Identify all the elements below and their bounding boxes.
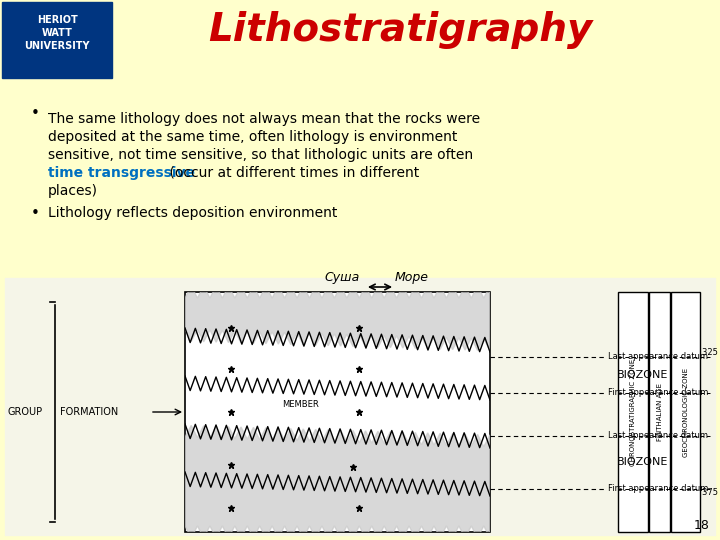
Text: GEOCHRONOLOGIC ZONE: GEOCHRONOLOGIC ZONE [683,367,688,456]
Text: Last appearance datum: Last appearance datum [608,352,708,361]
Text: CHRONOSTRATIGRAPHIC ZONE: CHRONOSTRATIGRAPHIC ZONE [630,359,636,465]
Bar [5,278,715,535]
Text: •: • [30,206,40,221]
Text: Lithostratigraphy: Lithostratigraphy [208,11,592,49]
Text: BIOZONE: BIOZONE [617,370,669,380]
Text: FORMATION: FORMATION [60,407,118,417]
Text: Море: Море [395,271,429,284]
Bar [2,2,112,78]
Text: Суша: Суша [325,271,360,284]
Polygon shape [185,286,490,351]
Bar [185,292,490,532]
Bar [671,292,700,532]
Text: Last appearance datum: Last appearance datum [608,431,708,441]
Text: GROUP: GROUP [8,407,43,417]
Text: sensitive, not time sensitive, so that lithologic units are often: sensitive, not time sensitive, so that l… [48,148,473,162]
Text: MEMBER: MEMBER [282,400,320,409]
Text: BIOZONE: BIOZONE [617,457,669,468]
Bar [649,292,670,532]
Text: •: • [30,106,40,121]
Text: 325 Ma: 325 Ma [702,348,720,357]
Text: First appearance datum: First appearance datum [608,484,708,494]
Text: First appearance datum: First appearance datum [608,388,708,397]
Text: time transgressive: time transgressive [48,166,195,180]
Text: HERIOT
WATT
UNIVERSITY: HERIOT WATT UNIVERSITY [24,15,90,51]
Text: deposited at the same time, often lithology is environment: deposited at the same time, often lithol… [48,130,457,144]
Text: The same lithology does not always mean that the rocks were: The same lithology does not always mean … [48,112,480,126]
Bar [618,292,648,532]
Text: FINTHALIAN AGE: FINTHALIAN AGE [657,383,662,441]
Polygon shape [185,426,490,538]
Text: (occur at different times in different: (occur at different times in different [165,166,419,180]
Text: places): places) [48,184,98,198]
Text: 18: 18 [694,519,710,532]
Text: 375 Ma: 375 Ma [702,488,720,497]
Text: Lithology reflects deposition environment: Lithology reflects deposition environmen… [48,206,338,220]
